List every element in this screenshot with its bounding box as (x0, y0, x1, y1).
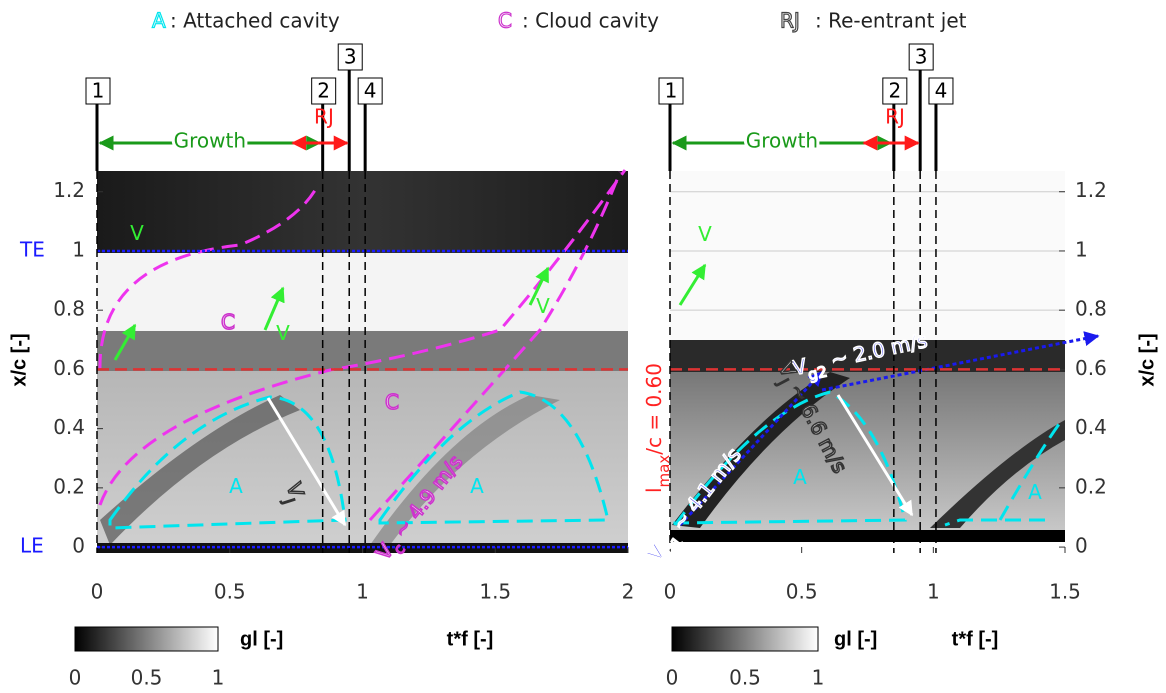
stage-label: 1 (92, 79, 105, 103)
stage-box (357, 77, 383, 105)
y-tick-label: 1 (72, 237, 85, 261)
annotation: lmax/c = 0.60 (642, 363, 673, 493)
annotation: C (385, 390, 399, 414)
legend-text: : Attached cavity (170, 9, 340, 33)
stage-box (908, 43, 934, 71)
x-axis-label: t*f [-] (447, 628, 494, 650)
legend-symbol: RJ (780, 9, 800, 33)
x-tick-label: 0 (664, 580, 677, 604)
annotation: V (698, 222, 712, 246)
x-tick-label: 0 (91, 580, 104, 604)
stage-box (337, 43, 363, 71)
annotation-text: V (536, 294, 550, 318)
stage-label: 4 (364, 79, 377, 103)
stage-label: 3 (915, 45, 928, 69)
x-tick-label: 2 (622, 580, 635, 604)
right-image (670, 171, 1065, 542)
y-tick-label: 0.6 (1075, 356, 1107, 380)
colorbar-tick-label: 1 (812, 666, 825, 690)
annotation: V (130, 221, 144, 245)
y-tick-label: 0 (72, 534, 85, 558)
legend-text: : Cloud cavity (522, 9, 659, 33)
x-tick-label: 0.5 (786, 580, 818, 604)
y-tick-label: 0.2 (53, 474, 85, 498)
legend-text: : Re-entrant jet (815, 9, 967, 33)
legend-symbol: A (152, 9, 166, 33)
reference-label: LE (20, 534, 44, 558)
stage-box (882, 77, 908, 105)
stage-label: 2 (317, 79, 330, 103)
y-tick-label: 0.8 (53, 297, 85, 321)
annotation: C (221, 310, 235, 334)
rj-label: RJ (885, 105, 905, 129)
y-tick-label: 0.2 (1075, 474, 1107, 498)
annotation-text: l (642, 487, 666, 493)
annotation-subscript: g2 (806, 362, 828, 384)
annotation-text: A (470, 474, 484, 498)
annotation-text: A (793, 465, 807, 489)
colorbar-tick-label: 1 (212, 666, 225, 690)
cavity-contours (98, 169, 1064, 530)
annotation-rest: /c = 0.60 (642, 363, 666, 455)
reference-label: TE (19, 237, 45, 261)
annotation: V (276, 321, 290, 345)
annotation-text: C (221, 310, 235, 334)
stage-box (928, 77, 954, 105)
legend-symbol: C (498, 9, 512, 33)
growth-label: Growth (174, 129, 246, 153)
x-tick-label: 0.5 (214, 580, 246, 604)
x-tick-label: 1.5 (1049, 580, 1081, 604)
y-axis-label: x/c [-] (8, 333, 30, 386)
stage-label: 1 (665, 79, 678, 103)
stage-label: 2 (888, 79, 901, 103)
stage-label: 3 (344, 45, 357, 69)
colorbar-tick-label: 0 (666, 666, 679, 690)
annotation: A (1028, 480, 1042, 504)
annotation: V (536, 294, 550, 318)
x-tick-label: 1 (927, 580, 940, 604)
colorbar-tick-label: 0 (69, 666, 82, 690)
annotation-text: V (790, 353, 809, 379)
colorbar-label: gl [-] (834, 628, 877, 650)
annotation-text: C (385, 390, 399, 414)
growth-label: Growth (746, 129, 818, 153)
rj-label: RJ (314, 105, 334, 129)
left-image (97, 171, 628, 553)
y-tick-label: 1.2 (53, 178, 85, 202)
colorbar-tick-label: 0.5 (131, 666, 163, 690)
annotation: A (793, 465, 807, 489)
annotation-text: V (130, 221, 144, 245)
annotation: A (229, 474, 243, 498)
y-tick-label: 0 (1075, 534, 1088, 558)
stage-box (658, 77, 684, 105)
y-axis-label: x/c [-] (1136, 333, 1158, 386)
annotation: A (470, 474, 484, 498)
stage-label: 4 (935, 79, 948, 103)
stage-box (85, 77, 111, 105)
annotation-subscript: j (280, 495, 299, 505)
annotation-text: A (1028, 480, 1042, 504)
annotation-text: V (276, 321, 290, 345)
annotation-text: V (698, 222, 712, 246)
y-tick-label: 0.4 (53, 415, 85, 439)
velocity-arrows (113, 263, 1100, 527)
x-axis-label: t*f [-] (952, 628, 999, 650)
colorbar-label: gl [-] (240, 628, 283, 650)
y-tick-label: 0.6 (53, 356, 85, 380)
annotation-text: A (229, 474, 243, 498)
x-tick-label: 1 (356, 580, 369, 604)
colorbar-tick-label: 0.5 (729, 666, 761, 690)
annotation-subscript: max (655, 455, 673, 488)
x-tick-label: 1.5 (479, 580, 511, 604)
y-tick-label: 1.2 (1075, 178, 1107, 202)
y-tick-label: 1 (1075, 237, 1088, 261)
colorbars (74, 626, 819, 652)
y-tick-label: 0.8 (1075, 297, 1107, 321)
y-tick-label: 0.4 (1075, 415, 1107, 439)
stage-box (311, 77, 337, 105)
